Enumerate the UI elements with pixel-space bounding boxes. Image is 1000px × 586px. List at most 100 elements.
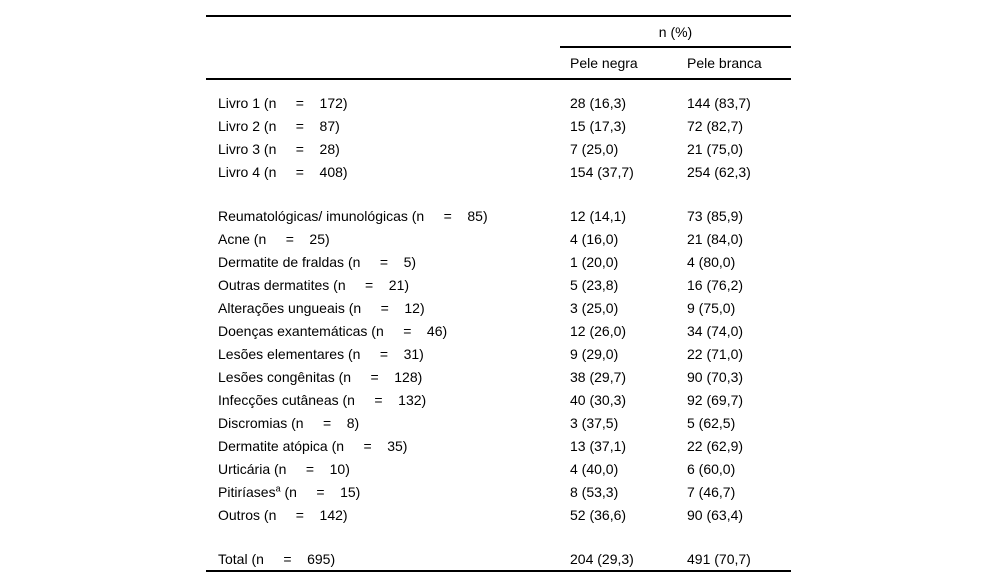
cell-pele-branca: 4 (80,0) [687, 253, 736, 270]
table-row: Dermatite de fraldas (n = 5) 1 (20,0) 4 (8… [206, 250, 791, 273]
column-group-header: n (%) [560, 17, 791, 48]
row-label-text: Discromias (n = 8) [218, 414, 360, 431]
row-label: Lesões congênitas (n = 128) [206, 369, 560, 385]
table-row: Doenças exantemáticas (n = 46) 12 (26,0) 3… [206, 319, 791, 342]
row-label-text: Alterações ungueais (n = 12) [218, 299, 425, 316]
cell-pele-negra: 1 (20,0) [570, 253, 619, 270]
row-label-text: Dermatite atópica (n = 35) [218, 437, 408, 454]
cell-pele-negra: 5 (23,8) [570, 276, 619, 293]
row-label-text: Livro 3 (n = 28) [218, 140, 340, 157]
table-row: Infecções cutâneas (n = 132) 40 (30,3) 92 … [206, 388, 791, 411]
cell-pele-negra: 7 (25,0) [570, 140, 619, 157]
row-label-text: Pitiríases [218, 483, 276, 500]
table-row: Acne (n = 25) 4 (16,0) 21 (84,0) [206, 227, 791, 250]
cell-pele-branca: 22 (71,0) [687, 345, 744, 362]
row-label: Alterações ungueais (n = 12) [206, 300, 560, 316]
row-label-text: Lesões elementares (n = 31) [218, 345, 424, 362]
cell-pele-branca: 92 (69,7) [687, 391, 744, 408]
row-label: Discromias (n = 8) [206, 415, 560, 431]
cell-pele-branca: 491 (70,7) [687, 550, 751, 567]
cell-pele-branca: 90 (63,4) [687, 506, 744, 523]
row-label-text: Reumatológicas/ imunológicas (n = 85) [218, 207, 488, 224]
row-label-text: Acne (n = 25) [218, 230, 330, 247]
cell-pele-negra: 9 (29,0) [570, 345, 619, 362]
row-label: Lesões elementares (n = 31) [206, 346, 560, 362]
row-label-text: Livro 1 (n = 172) [218, 94, 348, 111]
cell-pele-negra: 3 (37,5) [570, 414, 619, 431]
row-label-text: Urticária (n = 10) [218, 460, 350, 477]
row-label: Doenças exantemáticas (n = 46) [206, 323, 560, 339]
row-label: Total (n = 695) [206, 551, 560, 567]
row-label-text: Livro 4 (n = 408) [218, 163, 348, 180]
cell-pele-negra: 154 (37,7) [570, 163, 634, 180]
table-row: Livro 3 (n = 28) 7 (25,0) 21 (75,0) [206, 137, 791, 160]
row-label-text: Outros (n = 142) [218, 506, 348, 523]
table-row: Total (n = 695) 204 (29,3) 491 (70,7) [206, 547, 791, 570]
row-label: Livro 1 (n = 172) [206, 95, 560, 111]
cell-pele-negra: 40 (30,3) [570, 391, 627, 408]
row-label: Livro 4 (n = 408) [206, 164, 560, 180]
table-row: Lesões elementares (n = 31) 9 (29,0) 22 (7… [206, 342, 791, 365]
cell-pele-negra: 4 (40,0) [570, 460, 619, 477]
row-label: Outras dermatites (n = 21) [206, 277, 560, 293]
row-spacer [206, 526, 791, 547]
table-row: Livro 4 (n = 408) 154 (37,7) 254 (62,3) [206, 160, 791, 183]
group-header-label: n (%) [658, 23, 693, 40]
table-row: Dermatite atópica (n = 35) 13 (37,1) 22 (6… [206, 434, 791, 457]
table-row: Livro 2 (n = 87) 15 (17,3) 72 (82,7) [206, 114, 791, 137]
cell-pele-negra: 204 (29,3) [570, 550, 634, 567]
table-row: Lesões congênitas (n = 128) 38 (29,7) 90 (… [206, 365, 791, 388]
cell-pele-negra: 12 (14,1) [570, 207, 627, 224]
cell-pele-branca: 6 (60,0) [687, 460, 736, 477]
row-label: Livro 3 (n = 28) [206, 141, 560, 157]
row-label: Infecções cutâneas (n = 132) [206, 392, 560, 408]
cell-pele-branca: 72 (82,7) [687, 117, 744, 134]
cell-pele-negra: 52 (36,6) [570, 506, 627, 523]
row-label: Outros (n = 142) [206, 507, 560, 523]
cell-pele-branca: 16 (76,2) [687, 276, 744, 293]
footnote-marker: a [275, 483, 281, 493]
cell-pele-branca: 21 (84,0) [687, 230, 744, 247]
row-label: Acne (n = 25) [206, 231, 560, 247]
cell-pele-branca: 21 (75,0) [687, 140, 744, 157]
row-label: Dermatite atópica (n = 35) [206, 438, 560, 454]
cell-pele-negra: 38 (29,7) [570, 368, 627, 385]
row-label: Urticária (n = 10) [206, 461, 560, 477]
row-label-text-post: (n = 15) [280, 483, 361, 500]
statistics-table: n (%) Pele negra Pele branca Livro 1 (n … [206, 15, 791, 572]
table-row: Discromias (n = 8) 3 (37,5) 5 (62,5) [206, 411, 791, 434]
cell-pele-branca: 254 (62,3) [687, 163, 751, 180]
cell-pele-negra: 15 (17,3) [570, 117, 627, 134]
table-row: Livro 1 (n = 172) 28 (16,3) 144 (83,7) [206, 91, 791, 114]
row-label-text: Total (n = 695) [218, 550, 336, 567]
column-header-pele-negra: Pele negra [570, 55, 638, 71]
row-label: Dermatite de fraldas (n = 5) [206, 254, 560, 270]
cell-pele-branca: 90 (70,3) [687, 368, 744, 385]
table-row: Alterações ungueais (n = 12) 3 (25,0) 9 (7… [206, 296, 791, 319]
row-label: Livro 2 (n = 87) [206, 118, 560, 134]
cell-pele-negra: 28 (16,3) [570, 94, 627, 111]
cell-pele-negra: 3 (25,0) [570, 299, 619, 316]
row-label: Reumatológicas/ imunológicas (n = 85) [206, 208, 560, 224]
cell-pele-negra: 12 (26,0) [570, 322, 627, 339]
row-label-text: Livro 2 (n = 87) [218, 117, 340, 134]
cell-pele-branca: 9 (75,0) [687, 299, 736, 316]
table-spanner-row: n (%) [206, 17, 791, 48]
column-header-pele-branca: Pele branca [687, 55, 762, 71]
cell-pele-negra: 8 (53,3) [570, 483, 619, 500]
cell-pele-branca: 73 (85,9) [687, 207, 744, 224]
table-row: Pitiríasesa (n = 15) 8 (53,3) 7 (46,7) [206, 480, 791, 503]
row-spacer [206, 183, 791, 204]
cell-pele-branca: 5 (62,5) [687, 414, 736, 431]
row-label: Pitiríasesa (n = 15) [206, 484, 560, 500]
table-row: Urticária (n = 10) 4 (40,0) 6 (60,0) [206, 457, 791, 480]
row-label-text: Outras dermatites (n = 21) [218, 276, 410, 293]
cell-pele-branca: 34 (74,0) [687, 322, 744, 339]
table-row: Outros (n = 142) 52 (36,6) 90 (63,4) [206, 503, 791, 526]
row-label-text: Doenças exantemáticas (n = 46) [218, 322, 448, 339]
cell-pele-branca: 7 (46,7) [687, 483, 736, 500]
cell-pele-negra: 4 (16,0) [570, 230, 619, 247]
table-header-row: Pele negra Pele branca [206, 48, 791, 80]
cell-pele-branca: 22 (62,9) [687, 437, 744, 454]
